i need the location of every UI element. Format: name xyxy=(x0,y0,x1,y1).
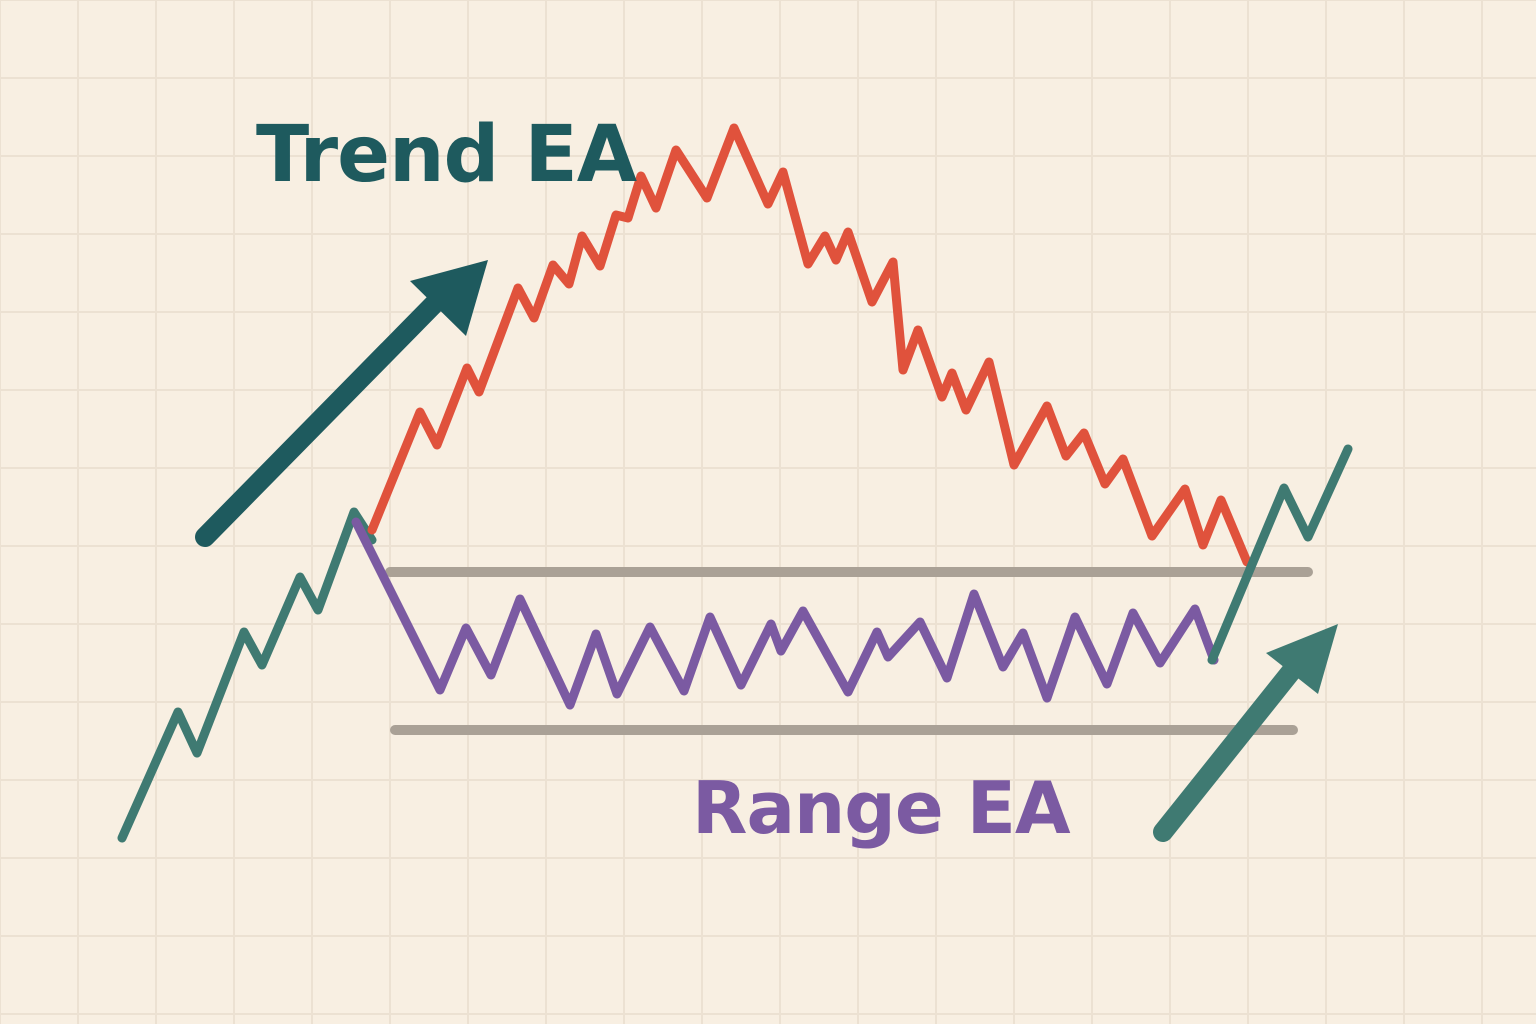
range-oscillation-line xyxy=(351,517,1219,710)
rally-line xyxy=(367,123,1252,567)
trend-ea-label: Trend EA xyxy=(256,110,637,200)
breakout-line xyxy=(1207,444,1353,665)
range-ea-label: Range EA xyxy=(692,766,1071,850)
breakout-arrow-icon xyxy=(1153,624,1338,842)
trend-arrow-icon xyxy=(195,260,488,547)
uptrend-line xyxy=(117,507,377,843)
